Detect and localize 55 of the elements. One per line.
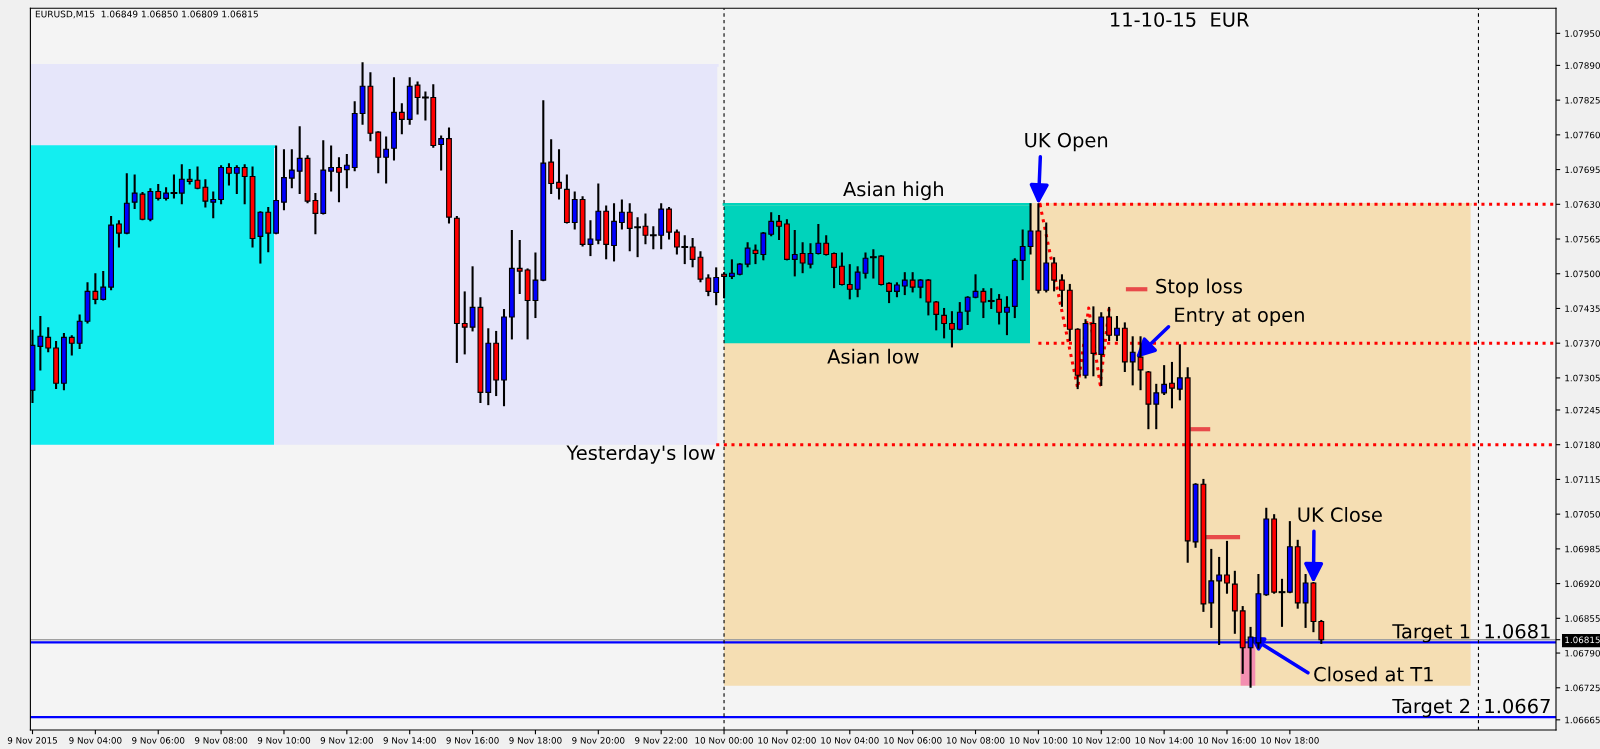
x-tick-label: 9 Nov 16:00 [446, 737, 499, 744]
y-tick-label: 1.07370 [1565, 340, 1600, 347]
x-tick-label: 10 Nov 12:00 [1072, 737, 1131, 744]
annotation: Entry at open [1175, 307, 1304, 326]
y-tick-label: 1.07435 [1565, 305, 1600, 312]
annotation: Yesterday's low [566, 445, 715, 464]
ref-line-label: Target 1 1.0681 [1392, 623, 1550, 643]
x-tick-label: 10 Nov 02:00 [758, 737, 816, 744]
x-tick-label: 10 Nov 04:00 [821, 737, 879, 744]
x-tick-label: 9 Nov 22:00 [635, 737, 688, 744]
annotation: Stop loss [1156, 278, 1242, 298]
x-tick-label: 10 Nov 06:00 [884, 737, 942, 744]
y-tick-label: 1.06855 [1565, 615, 1600, 622]
x-tick-label: 10 Nov 08:00 [946, 737, 1005, 744]
y-tick-label: 1.07305 [1565, 374, 1600, 382]
x-tick-label: 9 Nov 10:00 [257, 737, 311, 744]
x-tick-label: 9 Nov 04:00 [69, 737, 122, 744]
x-tick-label: 9 Nov 14:00 [383, 737, 436, 744]
chart-title: EURUSD,M15 1.06849 1.06850 1.06809 1.06815 [35, 10, 258, 19]
y-tick-label: 1.07115 [1565, 476, 1600, 483]
y-tick-label: 1.07890 [1565, 62, 1600, 69]
y-tick-label: 1.07950 [1565, 30, 1600, 37]
y-tick-label: 1.07050 [1565, 510, 1600, 518]
y-tick-label: 1.06790 [1565, 649, 1600, 657]
y-tick-label: 1.07630 [1565, 201, 1600, 208]
y-tick-label: 1.07245 [1565, 406, 1600, 414]
annotation: UK Open [1025, 132, 1108, 152]
annotation: Asian high [843, 181, 943, 201]
x-tick-label: 9 Nov 18:00 [509, 737, 562, 744]
y-tick-label: 1.07565 [1565, 235, 1600, 243]
x-tick-label: 9 Nov 08:00 [194, 737, 248, 744]
annotation: Asian low [827, 348, 919, 364]
y-tick-label: 1.06920 [1565, 580, 1600, 588]
ref-line-label: Target 2 1.0667 [1392, 698, 1550, 718]
y-tick-label: 1.06665 [1565, 716, 1600, 724]
x-tick-label: 10 Nov 16:00 [1198, 737, 1256, 744]
y-tick-label: 1.07760 [1565, 131, 1600, 139]
x-tick-label: 10 Nov 00:00 [695, 737, 753, 744]
annotation: 11-10-15 EUR [1110, 12, 1249, 27]
y-tick-label: 1.07825 [1565, 96, 1600, 104]
y-tick-label: 1.07500 [1565, 270, 1600, 278]
y-tick-label: 1.07695 [1565, 166, 1600, 174]
annotation: Closed at T1 [1314, 666, 1433, 682]
x-tick-label: 10 Nov 10:00 [1009, 737, 1068, 744]
annotation: UK Close [1298, 506, 1382, 523]
x-tick-label: 9 Nov 12:00 [320, 737, 373, 744]
x-tick-label: 9 Nov 2015 [7, 737, 57, 744]
y-tick-label: 1.07180 [1565, 441, 1600, 449]
x-tick-label: 10 Nov 18:00 [1261, 737, 1319, 744]
y-tick-label: 1.06815 [1565, 636, 1600, 644]
y-tick-label: 1.06725 [1565, 684, 1600, 692]
x-tick-label: 9 Nov 06:00 [132, 737, 185, 744]
x-tick-label: 9 Nov 20:00 [572, 737, 625, 744]
y-tick-label: 1.06985 [1565, 545, 1600, 553]
x-tick-label: 10 Nov 14:00 [1135, 737, 1194, 744]
